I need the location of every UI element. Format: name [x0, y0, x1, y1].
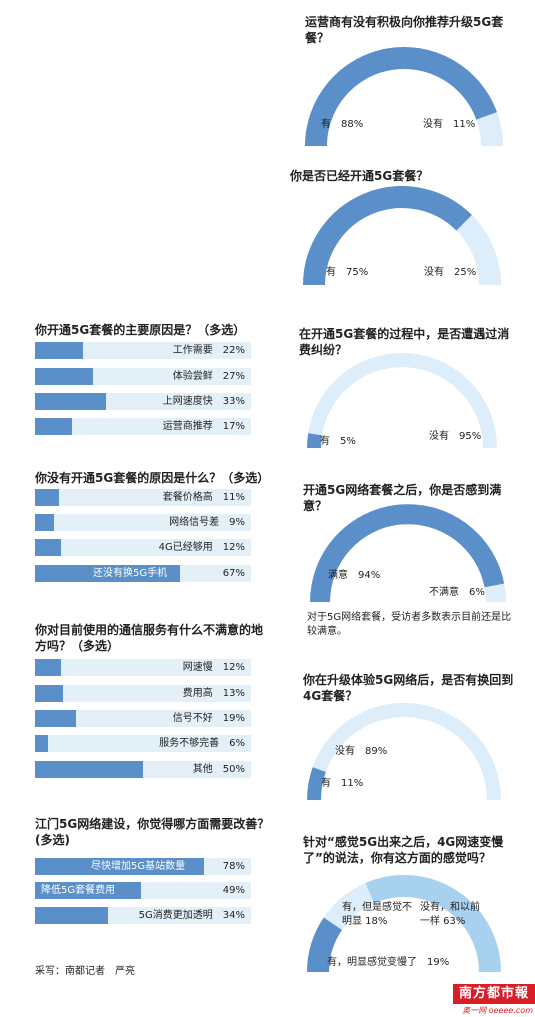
gauge6-title: 针对“感觉5G出来之后，4G网速变慢了”的说法，你有这方面的感觉吗？	[303, 835, 504, 865]
gauge4-label-yes: 满意 94%	[328, 570, 381, 581]
gauge4-note: 对于5G网络套餐，受访者多数表示目前还是比较满意。	[307, 612, 512, 637]
bar3-fill	[35, 710, 76, 727]
logo-bottom: 奥一网 oeeee.com	[462, 1006, 533, 1015]
bar4-row: 尽快增加5G基站数量 78%	[35, 858, 251, 875]
bar2-title: 你没有开通5G套餐的原因是什么？（多选）	[35, 471, 270, 485]
bar4-row: 降低5G套餐费用 49%	[35, 882, 251, 899]
gauge4-label-no: 不满意 6%	[429, 587, 485, 598]
logo-top: 南方都市報	[453, 984, 535, 1004]
bar1-title: 你开通5G套餐的主要原因是？（多选）	[35, 323, 246, 337]
bar1-fill	[35, 342, 83, 359]
gauge2-label-yes: 有 75%	[326, 267, 369, 278]
bar1-label: 上网速度快 33%	[162, 396, 245, 407]
bar3-label: 费用高 13%	[182, 688, 245, 699]
newspaper-logo: 南方都市報 奥一网 oeeee.com	[453, 984, 535, 1017]
bar3-row: 其他 50%	[35, 761, 251, 778]
gauge-segment-有	[303, 186, 472, 286]
bar3-row: 服务不够完善 6%	[35, 735, 251, 752]
gauge6-label-c: 没有，和以前一样 63%	[420, 902, 480, 927]
bar4-title: 江门5G网络建设，你觉得哪方面需要改善？(多选)	[35, 817, 270, 847]
bar2-label: 4G已经够用 12%	[158, 542, 245, 553]
gauge-segment-有，但是感觉不明显	[323, 883, 375, 931]
bar1-fill	[35, 418, 72, 435]
bar2-label: 套餐价格高 11%	[162, 492, 245, 503]
bar4-label-value: 49%	[222, 885, 245, 896]
gauge-segment-满意	[310, 504, 505, 603]
bar3-row: 网速慢 12%	[35, 659, 251, 676]
bar3-label: 网速慢 12%	[182, 662, 245, 673]
gauge-segment-有	[305, 46, 498, 147]
gauge1-label-yes: 有 88%	[321, 119, 364, 130]
gauge-segment-有，明显感觉变慢了	[307, 917, 343, 973]
gauge-segment-没有	[456, 215, 501, 286]
gauge4-title: 开通5G网络套餐之后，你是否感到满意？	[303, 483, 502, 513]
bar1-label: 运营商推荐 17%	[162, 421, 245, 432]
bar4-row: 5G消费更加透明 34%	[35, 907, 251, 924]
gauge-segment-没有	[312, 702, 501, 801]
gauge3-label-no: 没有 95%	[429, 431, 482, 442]
bar4-label-inside: 尽快增加5G基站数量	[91, 861, 186, 872]
bar2-label: 网络信号差 9%	[169, 517, 245, 528]
bar2-fill	[35, 539, 61, 556]
bar3-row: 信号不好 19%	[35, 710, 251, 727]
bar1-row: 运营商推荐 17%	[35, 418, 251, 435]
gauge-segment-没有	[308, 353, 497, 449]
gauge-segment-有	[307, 433, 323, 449]
bar3-fill	[35, 685, 64, 702]
bar1-label: 工作需要 22%	[172, 345, 245, 356]
gauge-segment-没有，和以前一样	[365, 875, 501, 973]
gauge6-label-b: 有，但是感觉不明显 18%	[342, 902, 412, 927]
bar1-row: 上网速度快 33%	[35, 393, 251, 410]
gauge-segment-有	[306, 767, 326, 801]
bar2-row: 还没有换5G手机 67%	[35, 565, 251, 582]
gauge3-title: 在开通5G套餐的过程中，是否遭遇过消费纠纷？	[299, 327, 510, 357]
bar4-label-value: 78%	[222, 861, 245, 872]
bar2-row: 网络信号差 9%	[35, 514, 251, 531]
bar4-fill	[35, 907, 109, 924]
bar1-fill	[35, 368, 94, 385]
bar3-label: 其他 50%	[192, 764, 245, 775]
gauge2-title: 你是否已经开通5G套餐？	[290, 169, 429, 183]
bar3-label: 信号不好 19%	[172, 713, 245, 724]
gauge-segment-没有	[476, 112, 504, 147]
bar2-label-inside: 还没有换5G手机	[93, 568, 168, 579]
bar3-label: 服务不够完善 6%	[159, 738, 245, 749]
credit: 采写：南都记者 严亮	[35, 966, 135, 977]
bar4-fill	[35, 858, 204, 875]
bar2-label-value: 67%	[222, 568, 245, 579]
gauge1-title: 运营商有没有积极向你推荐升级5G套餐？	[305, 15, 504, 45]
bar2-fill	[35, 565, 180, 582]
bar1-fill	[35, 393, 107, 410]
bar3-fill	[35, 761, 143, 778]
bar4-label: 5G消费更加透明 34%	[138, 910, 245, 921]
gauge6-label-a: 有，明显感觉变慢了 19%	[327, 957, 450, 968]
gauge3-label-yes: 有 5%	[320, 436, 356, 447]
bar2-row: 4G已经够用 12%	[35, 539, 251, 556]
gauge5-title: 你在升级体验5G网络后，是否有换回到4G套餐？	[303, 673, 514, 703]
bar1-label: 体验尝鲜 27%	[172, 371, 245, 382]
bar3-fill	[35, 735, 48, 752]
bar2-fill	[35, 514, 55, 531]
bar1-row: 体验尝鲜 27%	[35, 368, 251, 385]
gauge5-label-yes: 有 11%	[321, 778, 364, 789]
gauge-segment-不满意	[484, 583, 506, 603]
bar3-row: 费用高 13%	[35, 685, 251, 702]
bar4-label-inside: 降低5G套餐费用	[41, 885, 116, 896]
bar3-title: 你对目前使用的通信服务有什么不满意的地方吗？（多选）	[35, 623, 264, 653]
bar1-row: 工作需要 22%	[35, 342, 251, 359]
bar2-fill	[35, 489, 59, 506]
gauge2-label-no: 没有 25%	[424, 267, 477, 278]
bar3-fill	[35, 659, 61, 676]
gauge1-label-no: 没有 11%	[423, 119, 476, 130]
gauge5-label-no: 没有 89%	[335, 746, 388, 757]
bar2-row: 套餐价格高 11%	[35, 489, 251, 506]
bar4-fill	[35, 882, 141, 899]
